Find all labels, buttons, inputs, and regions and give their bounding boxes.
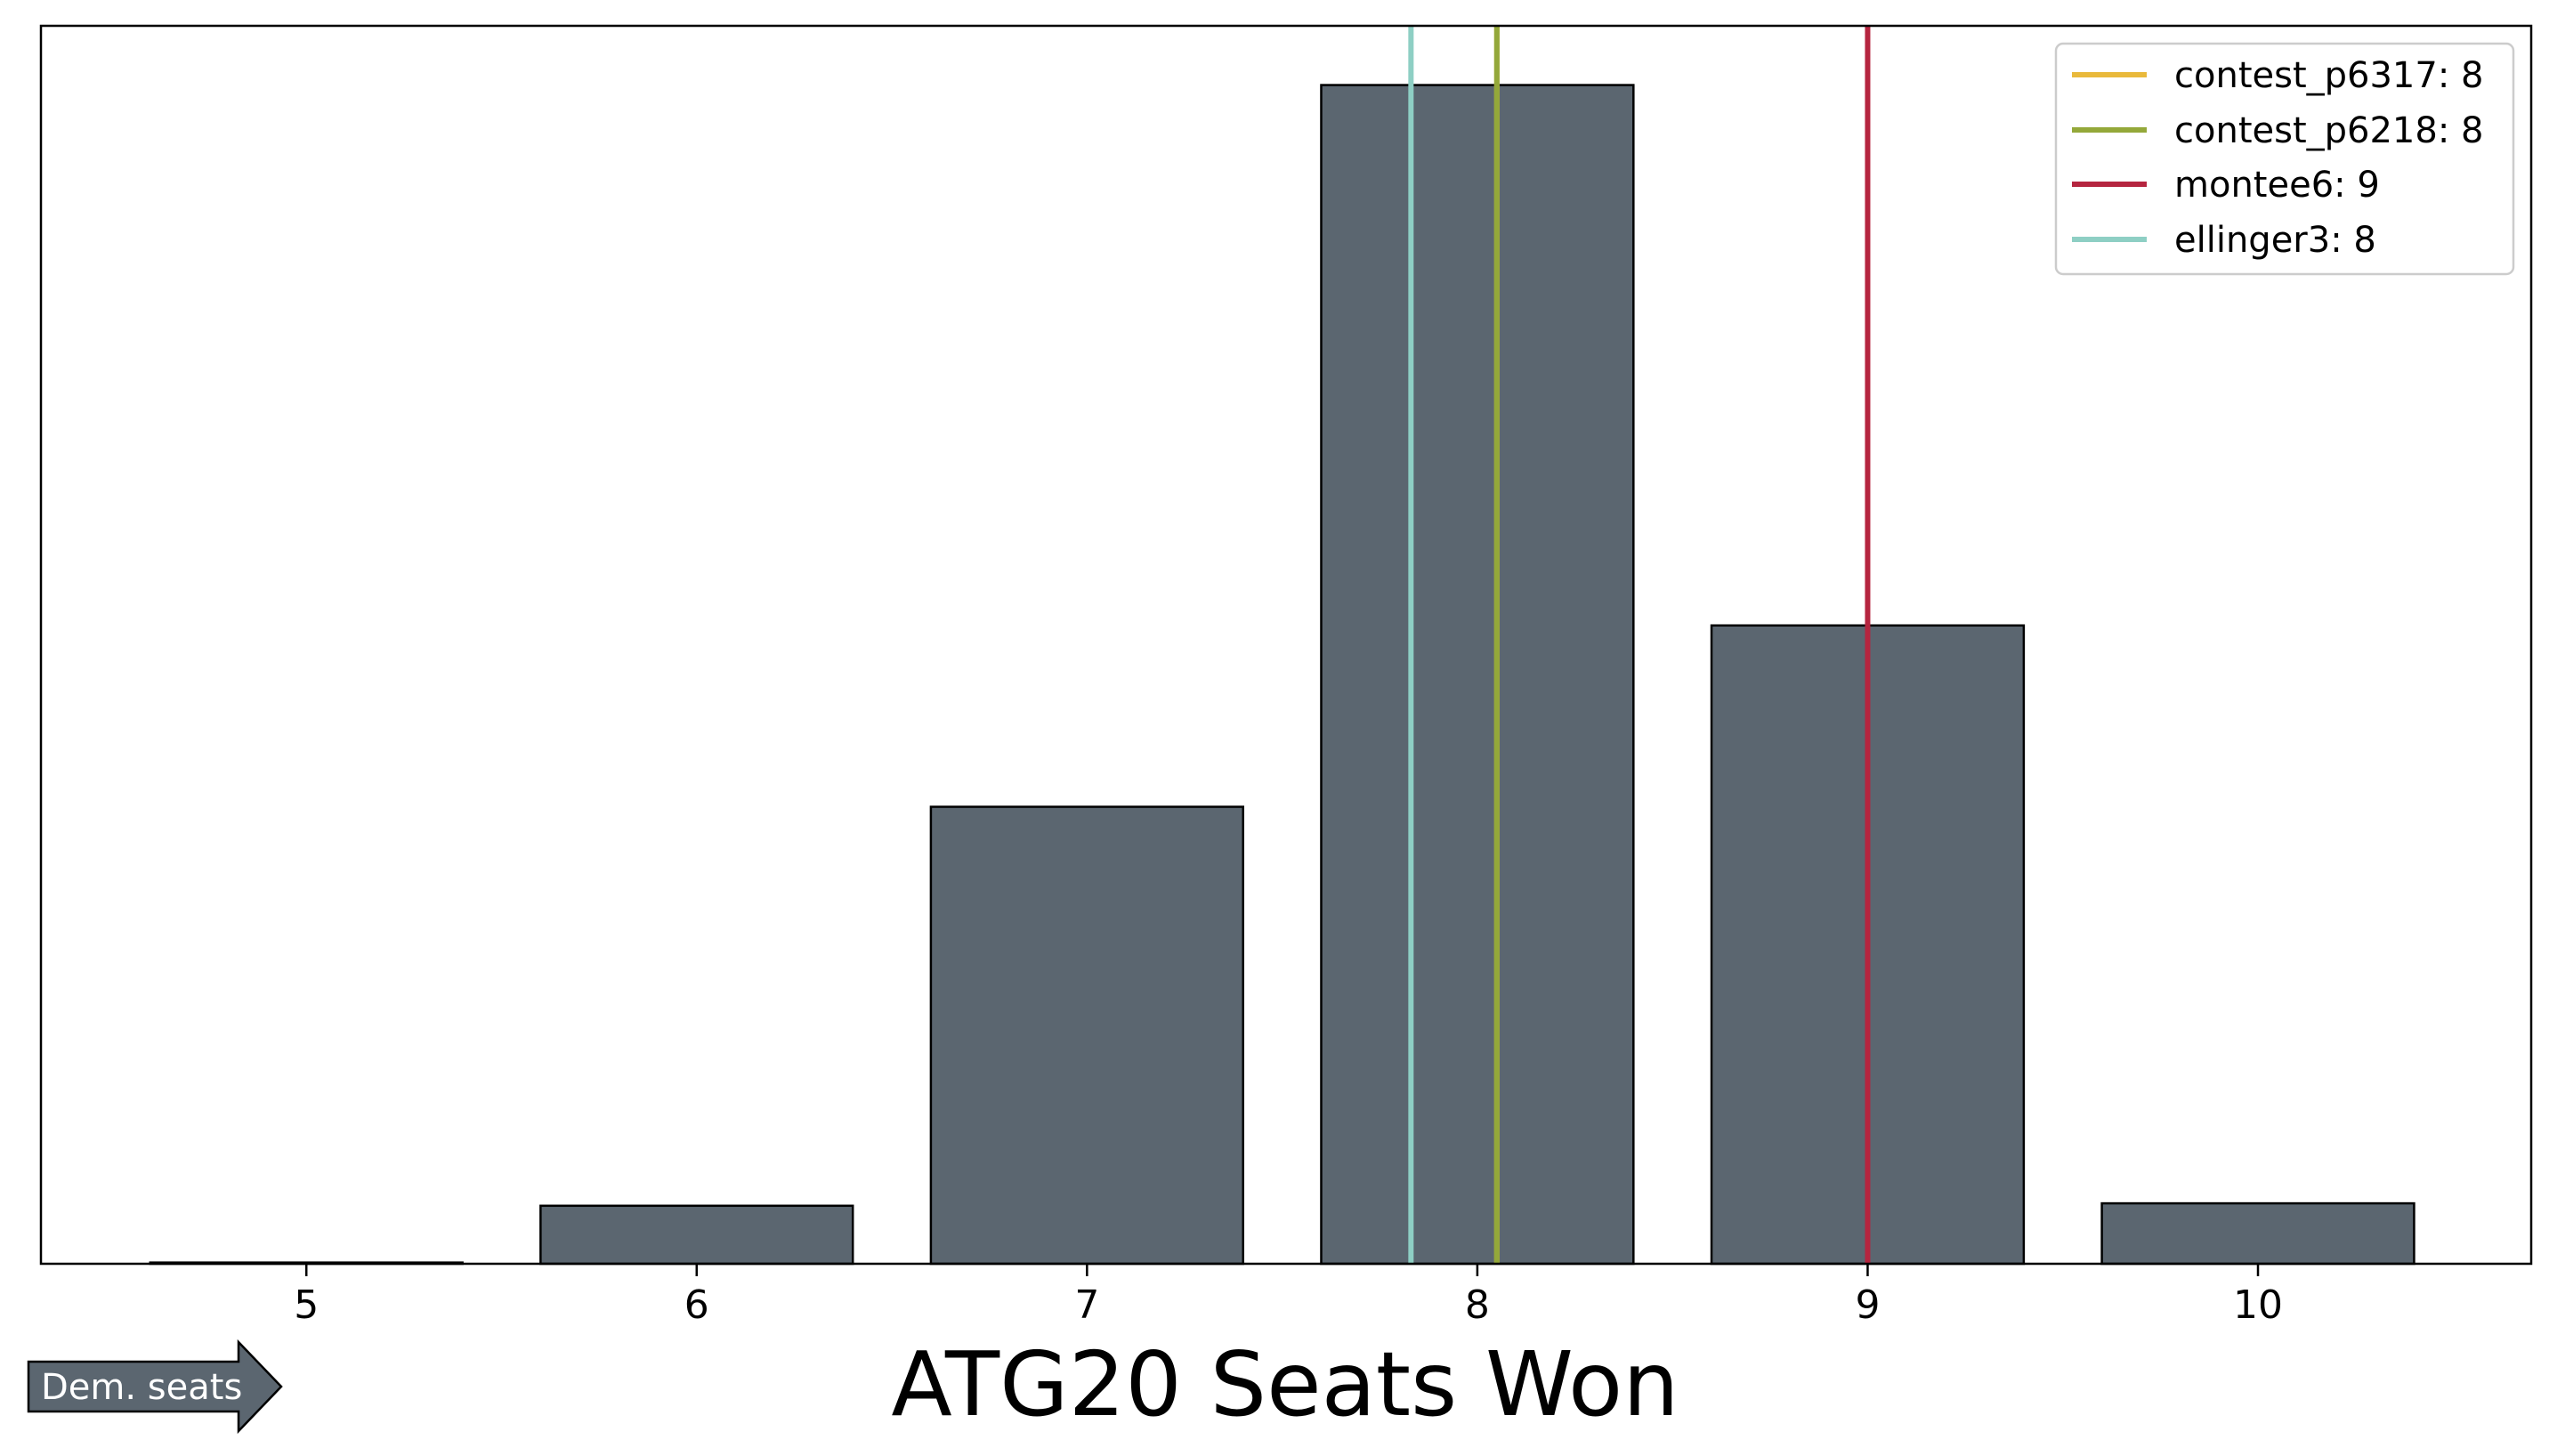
- x-tick-label: 6: [684, 1282, 709, 1328]
- x-tick-label: 9: [1855, 1282, 1880, 1328]
- dem-seats-arrow: Dem. seats: [27, 1339, 283, 1435]
- legend-label-montee6: montee6: 9: [2174, 165, 2380, 206]
- arrow-shape: [27, 1339, 283, 1435]
- x-axis-label: ATG20 Seats Won: [891, 1332, 1679, 1436]
- bar-8: [1320, 84, 1635, 1266]
- x-tick-label: 5: [294, 1282, 319, 1328]
- bar-6: [539, 1204, 854, 1266]
- legend: contest_p6317: 8 contest_p6218: 8 montee…: [2054, 42, 2515, 276]
- x-tick-label: 10: [2233, 1282, 2283, 1328]
- bar-7: [929, 805, 1245, 1266]
- legend-box: [2054, 42, 2515, 276]
- bar-10: [2100, 1201, 2415, 1266]
- plot-frame: [39, 24, 2533, 1266]
- x-tick-label: 7: [1074, 1282, 1099, 1328]
- legend-label-contest-p6218: contest_p6218: 8: [2174, 110, 2483, 151]
- reference-lines-layer: [1408, 26, 1871, 1264]
- legend-label-ellinger3: ellinger3: 8: [2174, 220, 2376, 261]
- legend-label-contest-p6317: contest_p6317: 8: [2174, 55, 2483, 96]
- arrow-label: Dem. seats: [41, 1367, 242, 1408]
- x-tick-label: 8: [1465, 1282, 1490, 1328]
- x-axis-ticks: 5 6 7 8 9 10: [294, 1264, 2283, 1328]
